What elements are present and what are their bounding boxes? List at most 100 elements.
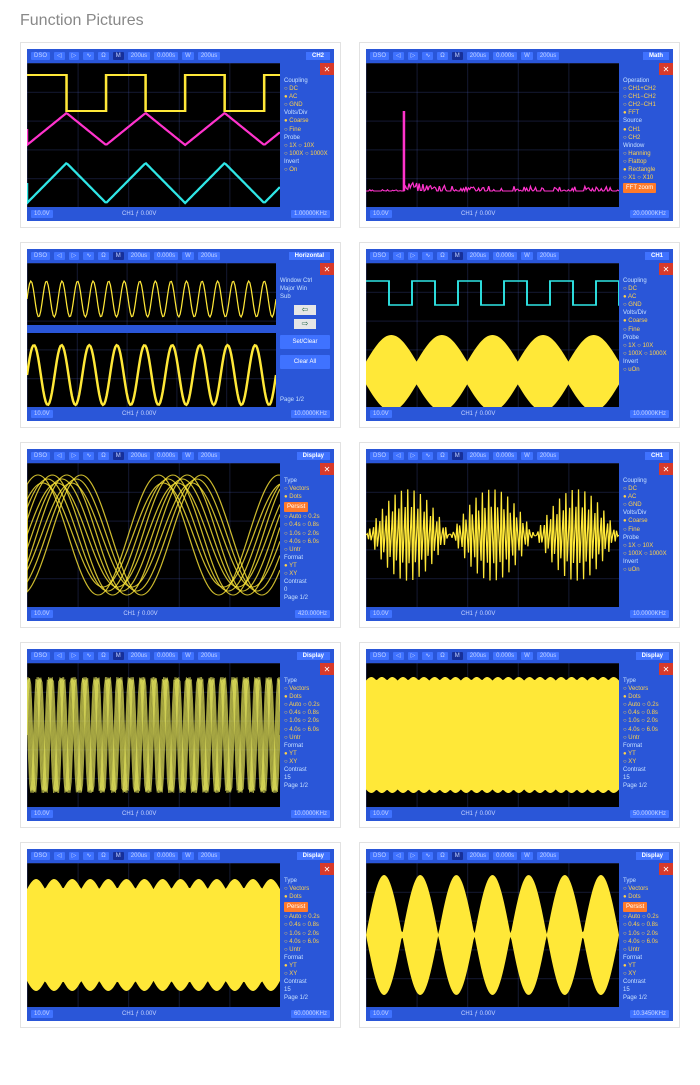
ch-chip: 10.0V xyxy=(31,1010,53,1018)
side-text: ● Rectangle xyxy=(623,166,669,174)
hor-action-button[interactable]: Clear All xyxy=(280,355,330,369)
side-text: ○ DC xyxy=(623,285,669,293)
top-chip: W xyxy=(182,252,194,260)
side-text: ● AC xyxy=(623,493,669,501)
top-chip: ◁ xyxy=(393,652,404,660)
persist-chip: Persist xyxy=(623,902,647,912)
side-text: Contrast xyxy=(284,978,330,986)
close-icon[interactable]: ✕ xyxy=(320,463,334,475)
freq-chip: 60.0000KHz xyxy=(291,1010,330,1018)
trigger-info: CH1 ƒ 0.00V xyxy=(461,411,495,417)
side-text: ○ Untr xyxy=(623,946,669,954)
top-chip: 200us xyxy=(198,52,220,60)
scope-thumb[interactable]: DSO◁▷∿Ω M200us0.000sW200us CH1 ✕ Couplin… xyxy=(359,442,680,628)
ch-chip: 10.0V xyxy=(370,210,392,218)
top-chip: DSO xyxy=(31,452,50,460)
side-text: ○ 0.4s ○ 0.8s xyxy=(284,921,330,929)
side-text: ○ On xyxy=(284,166,330,174)
side-text: ● Dots xyxy=(284,893,330,901)
close-icon[interactable]: ✕ xyxy=(320,263,334,275)
close-icon[interactable]: ✕ xyxy=(320,663,334,675)
scope-thumb[interactable]: DSO◁▷∿Ω M200us0.000sW200us Display ✕ Typ… xyxy=(359,842,680,1028)
scope-thumb[interactable]: DSO◁▷∿Ω M200us0.000sW200us Math ✕ Operat… xyxy=(359,42,680,228)
side-text: Contrast xyxy=(623,766,669,774)
top-chip: ▷ xyxy=(69,52,80,60)
close-icon[interactable]: ✕ xyxy=(659,263,673,275)
side-text: Type xyxy=(623,877,669,885)
freq-chip: 10.0000KHz xyxy=(630,410,669,418)
top-bar: DSO◁▷∿Ω M200us0.000sW200us Math xyxy=(366,49,673,63)
side-text: ○ 1.0s ○ 2.0s xyxy=(623,717,669,725)
side-text: Contrast xyxy=(623,978,669,986)
arrow-button[interactable]: ⇦ xyxy=(294,305,316,315)
top-chip: ◁ xyxy=(393,252,404,260)
side-text: ○ 1X ○ 10X xyxy=(623,342,669,350)
side-text: ○ Untr xyxy=(284,734,330,742)
side-text: Major Win xyxy=(280,285,330,293)
side-text: ● CH1 xyxy=(623,126,669,134)
side-text: ○ Auto ○ 0.2s xyxy=(284,513,330,521)
ch-chip: 10.0V xyxy=(370,1010,392,1018)
bottom-bar: 10.0V CH1 ƒ 0.00V 10.0000KHz xyxy=(27,407,334,421)
scope-thumb[interactable]: DSO◁▷∿Ω M200us0.000sW200us CH2 ✕ Couplin… xyxy=(20,42,341,228)
close-icon[interactable]: ✕ xyxy=(320,863,334,875)
top-chip: ▷ xyxy=(408,652,419,660)
close-icon[interactable]: ✕ xyxy=(659,463,673,475)
arrow-button[interactable]: ⇨ xyxy=(294,319,316,329)
top-bar: DSO◁▷∿Ω M200us0.000sW200us CH1 xyxy=(366,449,673,463)
persist-chip: Persist xyxy=(284,902,308,912)
side-text: ○ XY xyxy=(284,570,330,578)
hor-action-button[interactable]: Set/Clear xyxy=(280,335,330,349)
side-text: ● YT xyxy=(623,750,669,758)
side-panel: Coupling○ DC● AC○ GNDVolts/Div● Coarse○ … xyxy=(280,63,334,207)
m-chip: M xyxy=(113,652,124,660)
side-text: Window Ctrl xyxy=(280,277,330,285)
m-chip: M xyxy=(452,252,463,260)
top-chip: ∿ xyxy=(422,252,433,260)
scope-thumb[interactable]: DSO◁▷∿Ω M200us0.000sW200us Display ✕ Typ… xyxy=(20,642,341,828)
top-chip: 200us xyxy=(467,652,489,660)
bottom-bar: 10.0V CH1 ƒ 0.00V 10.3450KHz xyxy=(366,1007,673,1021)
side-text: ● Dots xyxy=(284,693,330,701)
scope-thumb[interactable]: DSO◁▷∿Ω M200us0.000sW200us Display ✕ Typ… xyxy=(359,642,680,828)
top-chip: 200us xyxy=(467,852,489,860)
scope-thumb[interactable]: DSO◁▷∿Ω M200us0.000sW200us CH1 ✕ Couplin… xyxy=(359,242,680,428)
scope-thumb[interactable]: DSO◁▷∿Ω M200us0.000sW200us Display ✕ Typ… xyxy=(20,842,341,1028)
close-icon[interactable]: ✕ xyxy=(659,63,673,75)
top-chip: ∿ xyxy=(422,852,433,860)
top-bar: DSO◁▷∿Ω M200us0.000sW200us Display xyxy=(27,649,334,663)
top-chip: ∿ xyxy=(83,652,94,660)
close-icon[interactable]: ✕ xyxy=(659,663,673,675)
top-chip: DSO xyxy=(31,52,50,60)
freq-chip: 10.0000KHz xyxy=(630,610,669,618)
top-chip: ◁ xyxy=(54,652,65,660)
m-chip: M xyxy=(113,252,124,260)
freq-chip: 20.0000KHz xyxy=(630,210,669,218)
side-panel: Type○ Vectors● DotsPersist○ Auto ○ 0.2s○… xyxy=(619,863,673,1007)
freq-chip: 10.0000KHz xyxy=(291,810,330,818)
page-indicator: Page 1/2 xyxy=(280,396,330,404)
top-bar: DSO◁▷∿Ω M200us0.000sW200us CH2 xyxy=(27,49,334,63)
top-chip: 0.000s xyxy=(493,252,517,260)
scope-screen: DSO◁▷∿Ω M200us0.000sW200us Math ✕ Operat… xyxy=(366,49,673,221)
side-text: Type xyxy=(623,677,669,685)
trigger-info: CH1 ƒ 0.00V xyxy=(123,611,157,617)
side-text: ○ 4.0s ○ 6.0s xyxy=(284,938,330,946)
panel-title: Display xyxy=(297,452,330,460)
scope-thumb[interactable]: DSO◁▷∿Ω M200us0.000sW200us Horizontal ✕ … xyxy=(20,242,341,428)
side-panel: Window CtrlMajor WinSub⇦⇨Set/ClearClear … xyxy=(276,263,334,407)
top-chip: ∿ xyxy=(83,52,94,60)
side-text: Page 1/2 xyxy=(284,782,330,790)
side-text: ○ XY xyxy=(284,970,330,978)
side-text: ○ DC xyxy=(284,85,330,93)
m-chip: M xyxy=(113,52,124,60)
bottom-bar: 10.0V CH1 ƒ 0.00V 50.0000KHz xyxy=(366,807,673,821)
top-bar: DSO◁▷∿Ω M200us0.000sW200us Display xyxy=(366,849,673,863)
top-chip: ◁ xyxy=(393,452,404,460)
close-icon[interactable]: ✕ xyxy=(659,863,673,875)
close-icon[interactable]: ✕ xyxy=(320,63,334,75)
scope-thumb[interactable]: DSO◁▷∿Ω M200us0.000sW200us Display ✕ Typ… xyxy=(20,442,341,628)
side-text: ● AC xyxy=(623,293,669,301)
side-text: ○ Untr xyxy=(284,546,330,554)
top-chip: 200us xyxy=(198,452,220,460)
